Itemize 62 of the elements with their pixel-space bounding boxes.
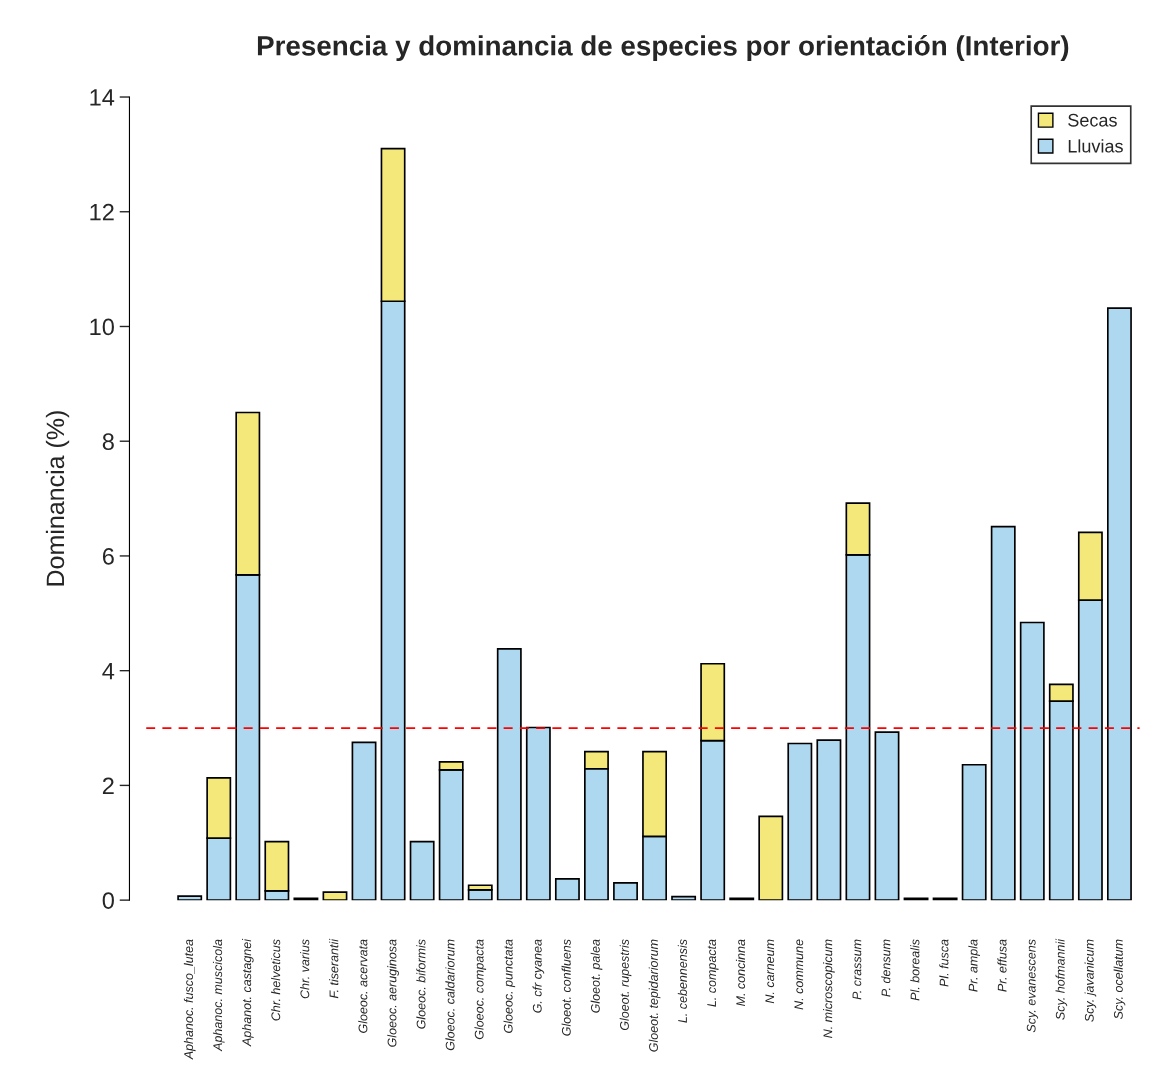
legend-label: Lluvias <box>1068 139 1123 153</box>
x-tick-label: Pr. effusa <box>997 939 1007 992</box>
y-tick-label: 6 <box>102 548 114 565</box>
x-tick-label: F. tiserantii <box>329 938 339 999</box>
bar <box>787 742 813 901</box>
bar <box>1106 307 1132 901</box>
x-tick-label: Gloeoc. compacta <box>474 939 487 1040</box>
y-tick-label: 4 <box>102 662 115 680</box>
x-tick-label: Gloeoc. aeruginosa <box>387 939 399 1047</box>
bar <box>409 840 435 901</box>
x-tick-label: Scy. javanicum <box>1084 939 1097 1022</box>
x-tick-label: Pl. fusca <box>939 939 949 987</box>
y-tick-label: 8 <box>102 433 114 450</box>
bar <box>554 878 580 901</box>
x-tick-label: Scy. ocellatum <box>1113 939 1126 1020</box>
x-tick-label: Pr. ampla <box>968 939 980 992</box>
legend-label: Secas <box>1068 113 1117 127</box>
bar <box>525 726 551 901</box>
x-tick-label: P. crassum <box>852 939 862 1000</box>
x-tick-label: Gloeoc. acervata <box>358 939 368 1033</box>
y-tick-label: 14 <box>90 89 115 106</box>
y-tick-label: 2 <box>102 777 114 794</box>
bar <box>322 891 348 901</box>
x-tick-label: Gloeoc. punctata <box>503 939 516 1033</box>
bar <box>874 731 900 901</box>
x-tick-label: Pl. borealis <box>910 939 920 1001</box>
x-tick-label: Scy. evanescens <box>1026 939 1039 1033</box>
x-tick-label: P. densum <box>881 939 891 997</box>
x-tick-label: Gloeot. rupestris <box>619 939 632 1031</box>
y-tick-label: 12 <box>90 203 114 221</box>
bar <box>1019 621 1045 901</box>
x-tick-label: L. compacta <box>707 939 719 1007</box>
bar <box>758 815 784 901</box>
x-tick-label: M. concinna <box>735 939 746 1007</box>
x-tick-label: N. commune <box>794 939 804 1010</box>
bar <box>816 739 842 901</box>
x-tick-label: N. carneum <box>765 939 775 1004</box>
x-tick-label: Gloeoc. caldariorum <box>445 939 455 1051</box>
x-tick-label: Gloeot. palea <box>590 939 603 1013</box>
bar <box>990 525 1016 901</box>
x-tick-label: L. cebennensis <box>677 939 687 1023</box>
x-tick-label: Gloeot. tepidariorum <box>648 939 661 1052</box>
y-tick-label: 10 <box>90 318 114 336</box>
x-tick-label: Aphanoc. fusco_lutea <box>183 939 196 1060</box>
x-tick-label: N. microscopicum <box>823 939 835 1038</box>
x-tick-label: Gloeoc. biformis <box>416 939 426 1029</box>
y-tick-label: 0 <box>102 892 114 909</box>
chart-title: Presencia y dominancia de especies por orientación (Interior) <box>257 34 1069 62</box>
bar <box>961 763 987 901</box>
y-axis-title: Dominancia (%) <box>45 411 70 586</box>
x-tick-label: Chr. helveticus <box>271 939 281 1021</box>
x-tick-label: Scy. hofmannii <box>1055 938 1068 1020</box>
x-tick-label: Aphanot. castagnei <box>241 938 254 1047</box>
bar <box>177 895 203 901</box>
bar <box>671 895 697 901</box>
x-tick-label: Aphanoc. muscicola <box>212 939 225 1052</box>
bar <box>496 648 522 901</box>
x-tick-label: Gloeot. confluens <box>561 939 571 1036</box>
x-tick-label: Chr. varius <box>300 939 310 999</box>
bar <box>351 741 377 901</box>
bar <box>613 882 638 901</box>
x-tick-label: G. cfr cyanea <box>532 939 545 1013</box>
